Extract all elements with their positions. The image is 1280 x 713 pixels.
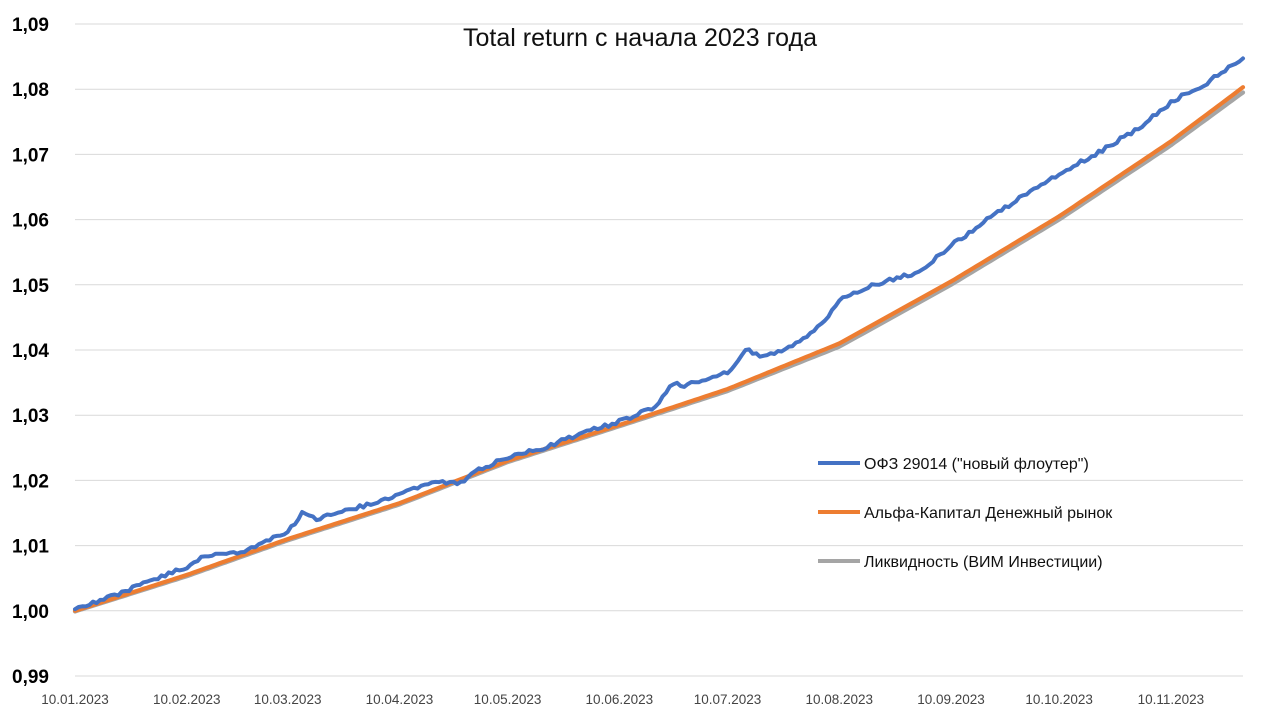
y-tick-label: 0,99 bbox=[12, 667, 49, 688]
x-tick-label: 10.11.2023 bbox=[1138, 692, 1205, 707]
x-tick-label: 10.07.2023 bbox=[694, 692, 762, 707]
y-tick-label: 1,00 bbox=[12, 602, 49, 623]
x-tick-label: 10.05.2023 bbox=[474, 692, 542, 707]
x-tick-label: 10.06.2023 bbox=[586, 692, 654, 707]
x-tick-label: 10.10.2023 bbox=[1025, 692, 1093, 707]
y-tick-label: 1,01 bbox=[12, 537, 49, 558]
x-tick-label: 10.02.2023 bbox=[153, 692, 221, 707]
y-tick-label: 1,04 bbox=[12, 341, 49, 362]
x-tick-label: 10.04.2023 bbox=[366, 692, 434, 707]
x-tick-label: 10.08.2023 bbox=[805, 692, 873, 707]
y-tick-label: 1,02 bbox=[12, 471, 49, 492]
legend-label: ОФЗ 29014 ("новый флоутер") bbox=[864, 456, 1089, 473]
y-tick-label: 1,09 bbox=[12, 15, 49, 36]
series-line-1 bbox=[73, 56, 1245, 612]
y-tick-label: 1,06 bbox=[12, 211, 49, 232]
legend-label: Альфа-Капитал Денежный рынок bbox=[864, 505, 1113, 522]
y-tick-label: 1,08 bbox=[12, 80, 49, 101]
chart-title: Total return с начала 2023 года bbox=[463, 24, 817, 52]
y-tick-label: 1,07 bbox=[12, 145, 49, 166]
series-lines bbox=[72, 56, 1246, 614]
legend: ОФЗ 29014 ("новый флоутер") Альфа-Капитал… bbox=[818, 456, 1113, 571]
y-axis-ticks: 1,09 1,08 1,07 1,06 1,05 1,04 1,03 1,02 1,01 1,00… bbox=[12, 15, 49, 688]
x-tick-label: 10.09.2023 bbox=[917, 692, 985, 707]
y-tick-label: 1,05 bbox=[12, 276, 49, 297]
x-tick-label: 10.01.2023 bbox=[41, 692, 109, 707]
x-axis-ticks: 10.01.2023 10.02.2023 10.03.2023 10.04.2023… bbox=[41, 692, 1204, 707]
gridlines bbox=[75, 23, 1243, 677]
series-line-2 bbox=[72, 85, 1246, 613]
legend-label: Ликвидность (ВИМ Инвестиции) bbox=[864, 554, 1103, 571]
x-tick-label: 10.03.2023 bbox=[254, 692, 322, 707]
y-tick-label: 1,03 bbox=[12, 406, 49, 427]
